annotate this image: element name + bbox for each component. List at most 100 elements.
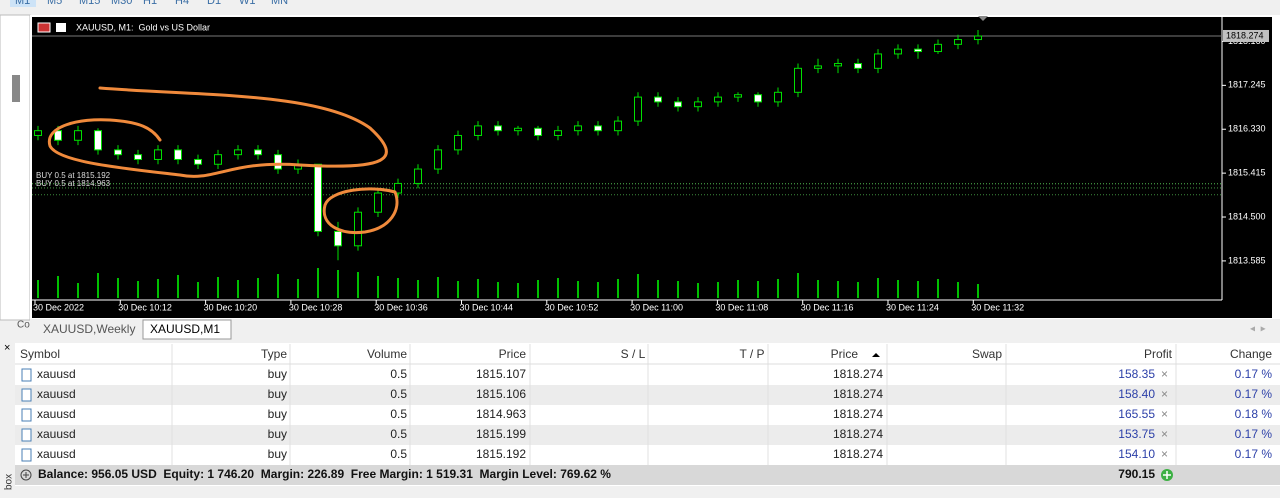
sort-arrow [872, 353, 880, 357]
column-header[interactable]: Price [499, 347, 527, 361]
candle-body [514, 127, 522, 132]
cell: 0.18 % [1235, 407, 1273, 421]
timeframe-button[interactable]: H4 [175, 0, 189, 7]
close-icon[interactable]: × [4, 342, 10, 354]
candle-body [234, 149, 242, 156]
timeframe-button[interactable]: H1 [143, 0, 157, 7]
candle-body [174, 149, 182, 160]
close-order[interactable]: × [1161, 447, 1168, 461]
column-header[interactable]: Price [831, 347, 859, 361]
candle-body [194, 158, 202, 165]
side-label: Co [17, 320, 30, 331]
close-order[interactable]: × [1161, 407, 1168, 421]
order-label: BUY 0.5 at 1814.963 [36, 179, 111, 188]
column-header[interactable]: Type [261, 347, 287, 361]
column-header[interactable]: Profit [1144, 347, 1173, 361]
cell: 0.5 [390, 387, 407, 401]
candle-body [654, 96, 662, 103]
x-tick-label: 30 Dec 11:24 [886, 302, 939, 312]
row-icon [21, 428, 32, 442]
timeframe-button[interactable]: M1 [15, 0, 30, 7]
timeframe-button[interactable]: MN [271, 0, 288, 7]
candle-body [834, 63, 842, 67]
candle-body [714, 96, 722, 103]
candle-body [414, 168, 422, 184]
candle-body [354, 211, 362, 247]
x-tick-label: 30 Dec 2022 [33, 302, 84, 312]
candle-body [854, 63, 862, 69]
cell: buy [268, 407, 287, 421]
chart-title: XAUUSD, M1: Gold vs US Dollar [76, 22, 210, 32]
active-tab [142, 319, 232, 340]
cell: 1815.106 [476, 387, 526, 401]
close-order[interactable]: × [1161, 387, 1168, 401]
y-tick-label: 1814.500 [1228, 211, 1266, 221]
cell: 0.17 % [1235, 447, 1273, 461]
cell: 158.35 [1118, 367, 1155, 381]
timeframe-button[interactable]: M15 [79, 0, 100, 7]
candle-body [634, 96, 642, 122]
candle-body [334, 230, 342, 247]
cell: xauusd [37, 447, 76, 461]
summary: Balance: 956.05 USD Equity: 1 746.20 Mar… [38, 467, 611, 481]
timeframe-button[interactable]: M5 [47, 0, 62, 7]
cell: 158.40 [1118, 387, 1155, 401]
chart-tab[interactable]: XAUUSD,Weekly [43, 322, 135, 336]
cell: 1815.192 [476, 447, 526, 461]
candle-body [434, 149, 442, 170]
x-tick-label: 30 Dec 10:12 [118, 302, 172, 312]
tab-scroll[interactable]: ◂ ▸ [1250, 324, 1266, 335]
x-tick-label: 30 Dec 10:20 [204, 302, 258, 312]
y-tick-label: 1815.415 [1228, 168, 1266, 178]
plot: 1818.1601817.2451816.3301815.4151814.500… [32, 29, 1269, 312]
candle-body [494, 125, 502, 132]
chart-icon [56, 23, 66, 32]
candle-body [774, 91, 782, 103]
cell: 0.5 [390, 407, 407, 421]
column-header[interactable]: S / L [621, 347, 646, 361]
x-tick-label: 30 Dec 10:28 [289, 302, 343, 312]
candle-body [614, 120, 622, 132]
summary-row [15, 465, 1280, 485]
cell: 1818.274 [833, 367, 883, 381]
cell: 1818.274 [833, 447, 883, 461]
candle-body [934, 43, 942, 53]
table: Symbol Type Volume Price S / L T / P Price Swap… [15, 344, 1280, 481]
row-icon [21, 408, 32, 422]
candle-body [34, 130, 42, 136]
x-tick-label: 30 Dec 10:44 [460, 302, 514, 312]
annotation-loop [47, 86, 388, 178]
cell: xauusd [37, 427, 76, 441]
cell: 1818.274 [833, 387, 883, 401]
candle-body [734, 94, 742, 98]
expand-plus [23, 472, 29, 478]
cell: 0.17 % [1235, 427, 1273, 441]
column-header[interactable]: Symbol [20, 347, 60, 361]
navigator-panel [0, 14, 31, 321]
x-tick-label: 30 Dec 11:32 [971, 302, 1024, 312]
timeframe-button[interactable]: M30 [111, 0, 132, 7]
cell: 165.55 [1118, 407, 1155, 421]
cell: 0.17 % [1235, 387, 1273, 401]
chart-tab[interactable]: XAUUSD,M1 [150, 322, 220, 336]
y-tick-label: 1816.330 [1228, 124, 1266, 134]
close-order[interactable]: × [1161, 367, 1168, 381]
column-header[interactable]: Change [1230, 347, 1272, 361]
column-header[interactable]: Swap [972, 347, 1002, 361]
timeframe-button[interactable]: D1 [207, 0, 221, 7]
candle-body [134, 154, 142, 160]
row-icon [21, 388, 32, 402]
active-timeframe [10, 0, 36, 7]
candle-body [254, 149, 262, 156]
column-header[interactable]: T / P [739, 347, 764, 361]
candle-body [54, 130, 62, 141]
column-header[interactable]: Volume [367, 347, 407, 361]
close-order[interactable]: × [1161, 427, 1168, 441]
candle-body [794, 67, 802, 93]
candle-body [554, 130, 562, 136]
x-tick-label: 30 Dec 10:36 [374, 302, 428, 312]
candle-body [314, 163, 322, 232]
timeframe-button[interactable]: W1 [239, 0, 256, 7]
order-label: BUY 0.5 at 1815.192 [36, 171, 111, 180]
time-axis [32, 300, 1272, 318]
